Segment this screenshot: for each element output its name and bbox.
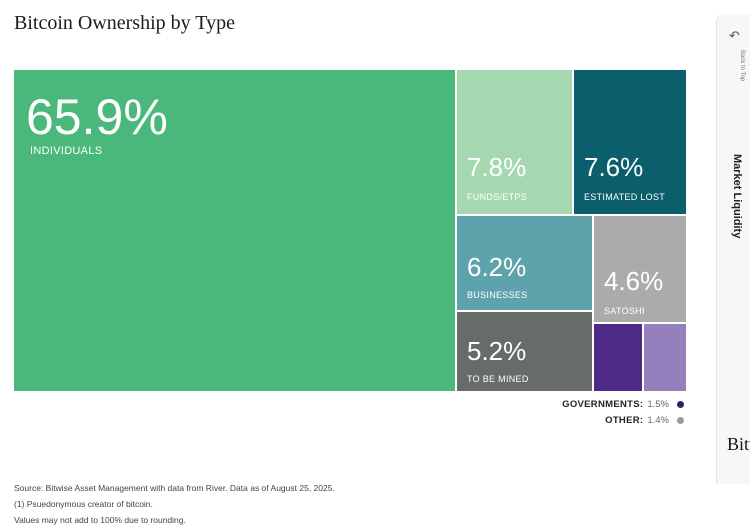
tile-estimated-lost-value: 7.6%: [584, 152, 644, 182]
tile-to-be-mined: 5.2% TO BE MINED: [457, 312, 592, 391]
tile-estimated-lost-label: ESTIMATED LOST: [584, 192, 666, 202]
tile-individuals-label: INDIVIDUALS: [30, 145, 103, 157]
legend-other-label: OTHER:: [605, 415, 644, 426]
side-panel: ↶ Back to Top Market Liquidity Bitwise: [716, 14, 750, 484]
tile-to-be-mined-label: TO BE MINED: [467, 374, 529, 384]
tile-estimated-lost: 7.6% ESTIMATED LOST: [574, 70, 686, 214]
satoshi-footnote: (1) Psuedonymous creator of bitcoin.: [14, 499, 153, 509]
back-to-top-icon[interactable]: ↶: [729, 28, 740, 43]
tile-businesses: 6.2% BUSINESSES: [457, 216, 592, 310]
tile-satoshi-label: SATOSHI: [604, 306, 645, 316]
tile-governments: [594, 324, 642, 391]
tile-to-be-mined-value: 5.2%: [467, 336, 527, 366]
brand-logo: Bitwise: [727, 434, 750, 454]
legend-governments-label: GOVERNMENTS:: [562, 399, 644, 410]
legend-governments-value: 1.5%: [647, 399, 669, 410]
tile-funds-etps-label: FUNDS/ETPS: [467, 192, 528, 202]
tile-satoshi-value: 4.6%: [604, 266, 664, 296]
tile-funds-etps-value: 7.8%: [467, 152, 527, 182]
footnotes: Source: Bitwise Asset Management with da…: [14, 480, 335, 528]
tile-other: [644, 324, 686, 391]
tile-businesses-value: 6.2%: [467, 252, 527, 282]
tile-funds-etps: 7.8% FUNDS/ETPS: [457, 70, 572, 214]
tile-individuals-value: 65.9%: [26, 89, 168, 145]
section-label-market-liquidity[interactable]: Market Liquidity: [731, 154, 743, 239]
tile-satoshi: 4.6% SATOSHI: [594, 216, 686, 322]
tile-businesses-label: BUSINESSES: [467, 290, 528, 300]
source-note: Source: Bitwise Asset Management with da…: [14, 483, 335, 493]
chart-title: Bitcoin Ownership by Type: [14, 12, 235, 34]
legend-governments-dot: [677, 401, 684, 408]
back-to-top-link[interactable]: Back to Top: [739, 50, 745, 82]
rounding-note: Values may not add to 100% due to roundi…: [14, 515, 186, 525]
legend-other-value: 1.4%: [647, 415, 669, 426]
legend-other: OTHER: 1.4%: [605, 415, 684, 426]
tile-individuals: 65.9% INDIVIDUALS: [14, 70, 455, 391]
legend-other-dot: [677, 417, 684, 424]
legend-governments: GOVERNMENTS: 1.5%: [562, 399, 684, 410]
